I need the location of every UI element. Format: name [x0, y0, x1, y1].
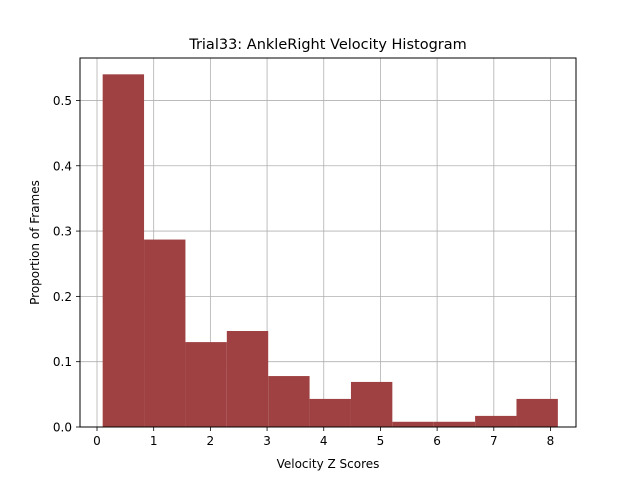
x-tick-label: 4: [320, 434, 328, 448]
histogram-bar-1: [102, 74, 145, 428]
x-tick-label: 1: [150, 434, 158, 448]
y-axis-label: Proportion of Frames: [28, 180, 42, 305]
plot-frame: [79, 57, 577, 428]
y-tick-label: 0.1: [53, 355, 72, 369]
y-tick-label: 0.5: [53, 94, 72, 108]
histogram-bar-7: [350, 381, 393, 427]
y-tick-label: 0.4: [53, 159, 72, 173]
x-tick-label: 3: [263, 434, 271, 448]
x-tick-label: 8: [547, 434, 555, 448]
x-tick-label: 5: [377, 434, 385, 448]
histogram-bar-11: [516, 398, 558, 427]
y-tick-label: 0.3: [53, 225, 72, 239]
histogram-bar-10: [475, 415, 517, 427]
histogram-bar-8: [392, 421, 434, 427]
histogram-bar-9: [433, 421, 476, 427]
y-tick-label: 0.0: [53, 421, 72, 435]
histogram-bar-6: [309, 398, 351, 427]
histogram-bar-5: [268, 376, 310, 427]
y-tick-label: 0.2: [53, 290, 72, 304]
histogram-bar-3: [185, 342, 227, 427]
x-tick-label: 7: [490, 434, 498, 448]
x-tick-label: 2: [207, 434, 215, 448]
x-tick-label: 0: [93, 434, 101, 448]
x-tick-label: 6: [433, 434, 441, 448]
axis-ticks: 0 1 2 3 4 5 6 7 8 0.0 0.1 0.2 0.3 0.4 0.5: [53, 94, 554, 448]
histogram-bar-2: [144, 239, 186, 427]
chart-title: Trial33: AnkleRight Velocity Histogram: [188, 37, 467, 53]
histogram-bar-4: [226, 330, 269, 427]
x-axis-label: Velocity Z Scores: [277, 457, 380, 471]
histogram-bars: [102, 74, 558, 428]
